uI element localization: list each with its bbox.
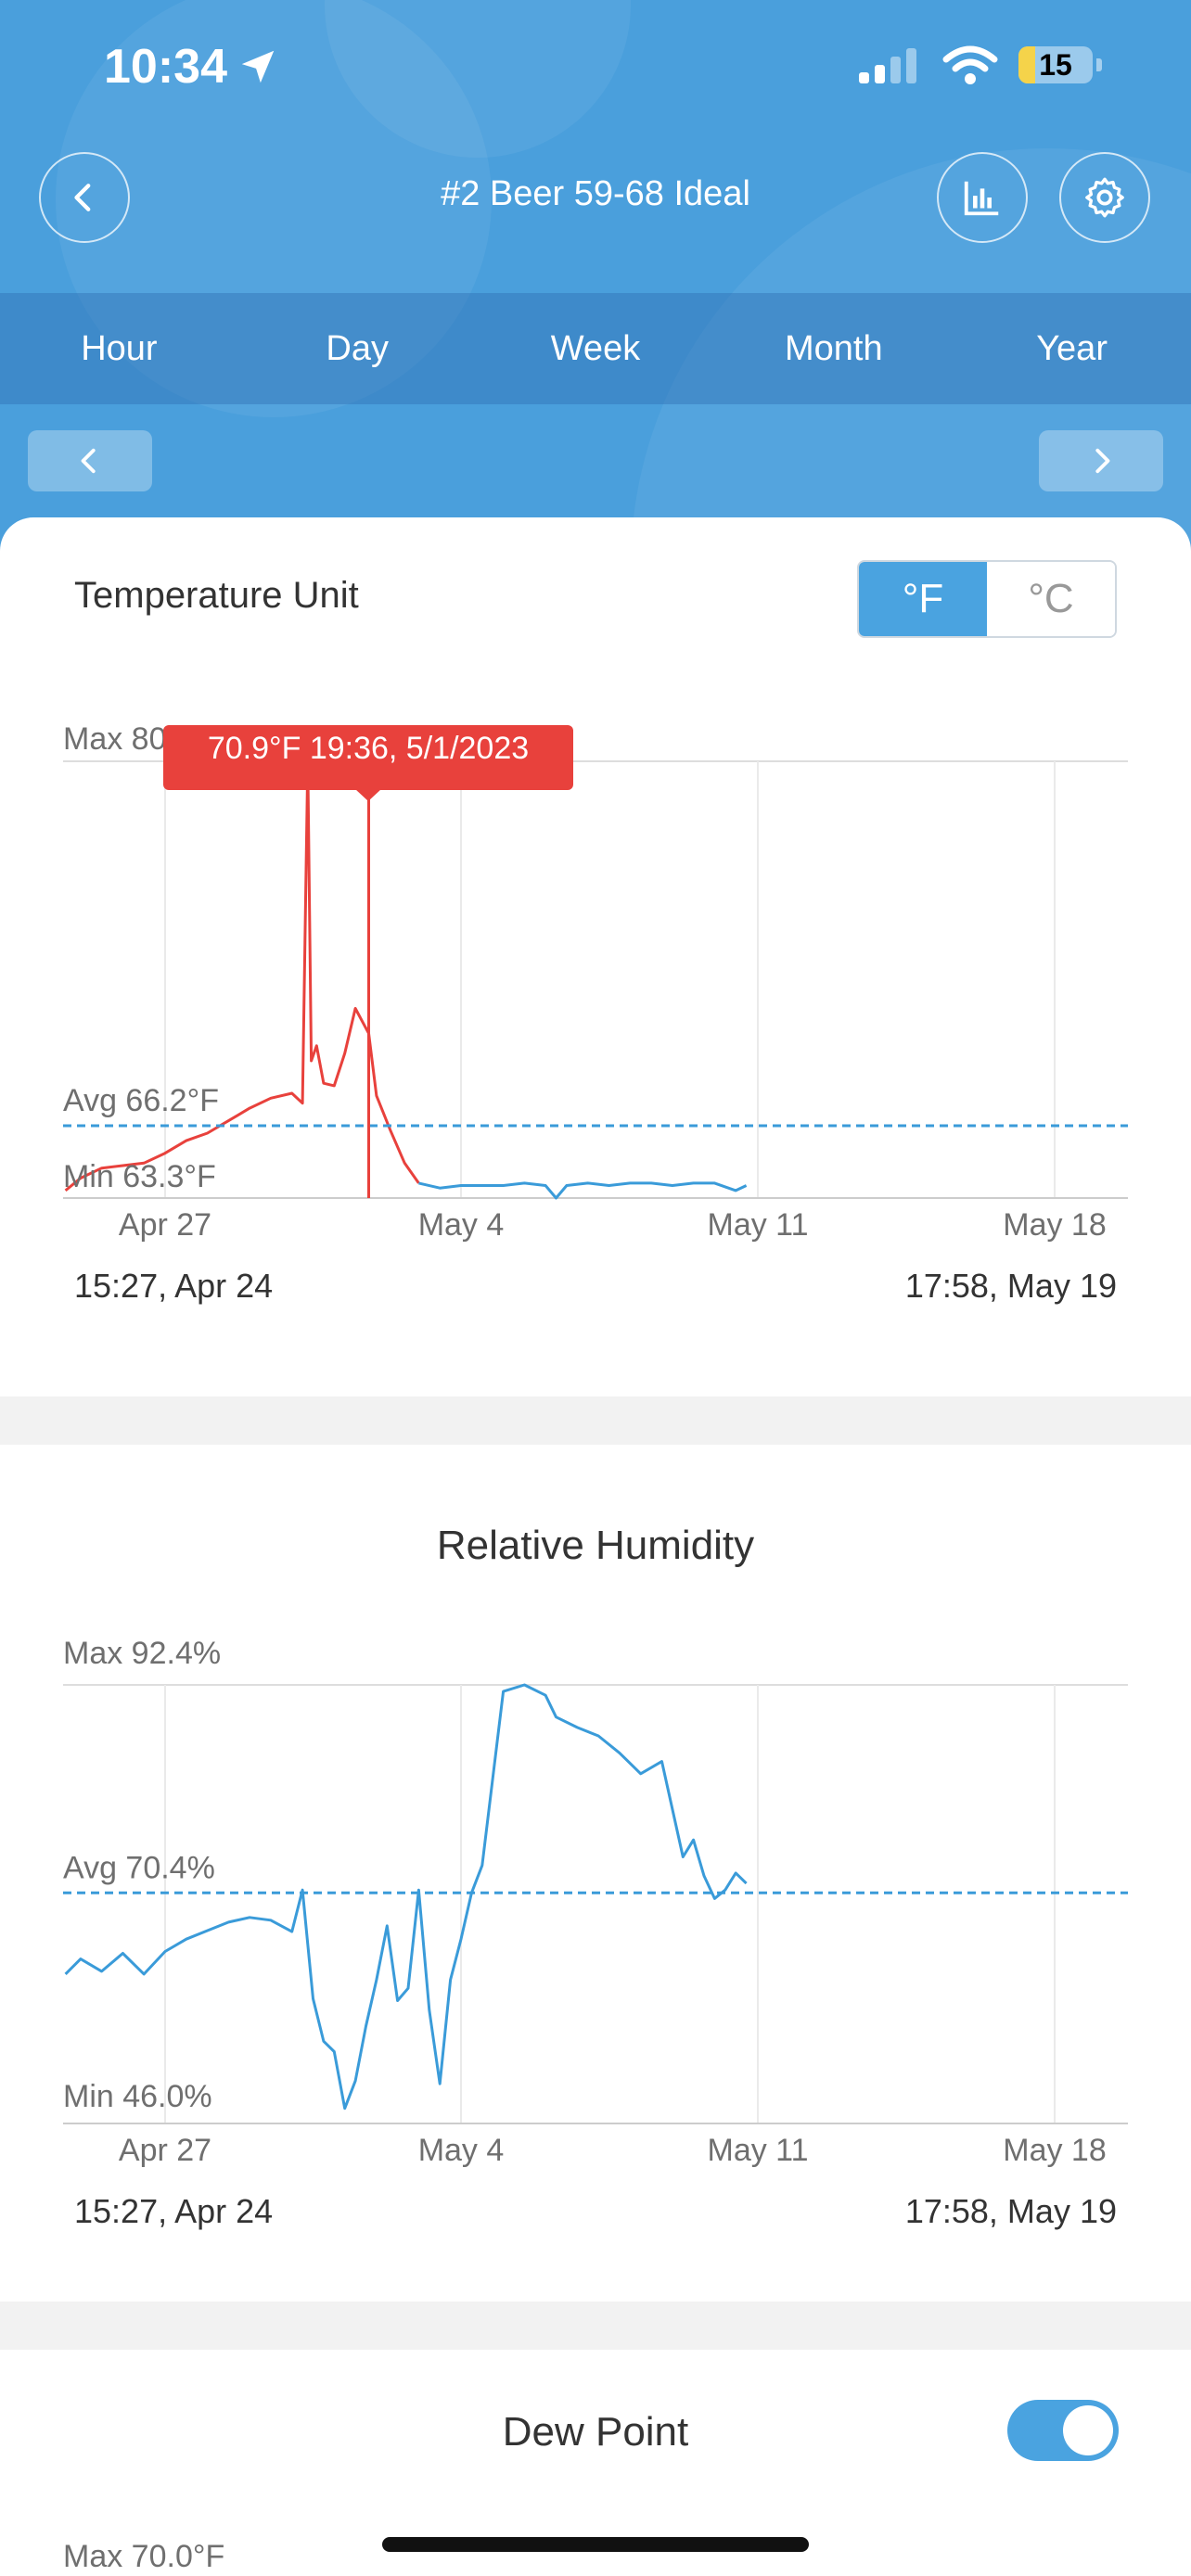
temperature-unit-label: Temperature Unit bbox=[74, 575, 359, 616]
tab-day[interactable]: Day bbox=[326, 328, 389, 368]
previous-period-button[interactable] bbox=[28, 430, 152, 491]
battery-tip bbox=[1096, 58, 1102, 71]
humidity-card: Relative Humidity Max 92.4% Avg 70.4% Mi… bbox=[0, 1445, 1191, 2302]
next-period-button[interactable] bbox=[1039, 430, 1163, 491]
x-tick-labels: Apr 27 May 4 May 11 May 18 bbox=[119, 2133, 1107, 2168]
avg-label: Avg 70.4% bbox=[63, 1850, 215, 1885]
min-label: Min 63.3°F bbox=[63, 1159, 216, 1194]
status-time-text: 10:34 bbox=[104, 40, 227, 94]
humidity-series bbox=[64, 1683, 748, 2111]
range-end-label: 17:58, May 19 bbox=[904, 1267, 1117, 1305]
location-arrow-icon bbox=[241, 50, 275, 83]
chevron-left-icon bbox=[81, 448, 96, 474]
range-start-label: 15:27, Apr 24 bbox=[74, 1267, 274, 1305]
x-tick-label: May 18 bbox=[1003, 2133, 1107, 2168]
bar-chart-icon bbox=[964, 181, 999, 216]
status-bar-icons: 15 bbox=[857, 45, 1102, 85]
max-label: Max 92.4% bbox=[63, 1636, 221, 1671]
chevron-left-icon bbox=[74, 184, 91, 211]
settings-button[interactable] bbox=[1059, 152, 1150, 243]
humidity-chart[interactable]: Max 92.4% Avg 70.4% Min 46.0% Apr 27 May … bbox=[0, 1576, 1191, 2300]
unit-fahrenheit-option[interactable]: °F bbox=[859, 562, 987, 636]
max-label: Max 70.0°F bbox=[63, 2539, 225, 2574]
gear-icon bbox=[1085, 177, 1124, 218]
dew-point-toggle[interactable] bbox=[1007, 2400, 1119, 2461]
temperature-card: Temperature Unit °F °C Max 80.8°F Avg 66… bbox=[0, 517, 1191, 1396]
time-range-tabs: Hour Day Week Month Year bbox=[0, 293, 1191, 404]
humidity-title: Relative Humidity bbox=[436, 1523, 755, 1568]
toggle-knob bbox=[1063, 2405, 1113, 2455]
x-tick-label: May 11 bbox=[708, 2133, 809, 2168]
dew-point-title: Dew Point bbox=[502, 2409, 689, 2455]
vertical-gridlines bbox=[164, 761, 1056, 1198]
page-title: #2 Beer 59-68 Ideal bbox=[441, 174, 750, 213]
tab-month[interactable]: Month bbox=[784, 328, 883, 368]
x-tick-labels: Apr 27 May 4 May 11 May 18 bbox=[119, 1207, 1107, 1243]
x-tick-label: May 11 bbox=[708, 1207, 809, 1243]
status-bar-time: 10:34 bbox=[104, 39, 279, 95]
range-start-label: 15:27, Apr 24 bbox=[74, 2192, 274, 2230]
x-tick-label: Apr 27 bbox=[119, 1207, 211, 1243]
battery-indicator: 15 bbox=[1018, 46, 1093, 83]
temperature-series bbox=[64, 759, 748, 1200]
header: 10:34 15 #2 Beer 59-68 Ideal bbox=[0, 0, 1191, 556]
temperature-unit-toggle: °F °C bbox=[857, 560, 1117, 638]
tooltip-text: 70.9°F 19:36, 5/1/2023 bbox=[208, 731, 529, 766]
chart-button[interactable] bbox=[937, 152, 1028, 243]
vertical-gridlines bbox=[164, 1685, 1056, 2123]
tab-week[interactable]: Week bbox=[550, 328, 641, 368]
series-line-1 bbox=[64, 1683, 748, 2111]
chevron-right-icon bbox=[1095, 448, 1110, 474]
x-tick-label: Apr 27 bbox=[119, 2133, 211, 2168]
min-label: Min 46.0% bbox=[63, 2079, 212, 2114]
x-tick-label: May 4 bbox=[418, 2133, 505, 2168]
battery-level: 15 bbox=[1039, 47, 1072, 82]
tab-hour[interactable]: Hour bbox=[81, 328, 158, 368]
x-tick-label: May 4 bbox=[418, 1207, 505, 1243]
temperature-chart[interactable]: Max 80.8°F Avg 66.2°F Min 63.3°F Apr 27 M… bbox=[0, 649, 1191, 1409]
home-indicator bbox=[382, 2537, 809, 2552]
series-line-1 bbox=[64, 759, 420, 1192]
unit-celsius-option[interactable]: °C bbox=[987, 562, 1115, 636]
back-button[interactable] bbox=[39, 152, 130, 243]
range-end-label: 17:58, May 19 bbox=[904, 2192, 1117, 2230]
cursor-tooltip: 70.9°F 19:36, 5/1/2023 bbox=[163, 725, 573, 801]
x-tick-label: May 18 bbox=[1003, 1207, 1107, 1243]
tab-year[interactable]: Year bbox=[1036, 328, 1108, 368]
cellular-signal-icon bbox=[859, 48, 916, 83]
avg-label: Avg 66.2°F bbox=[63, 1083, 219, 1118]
series-line-2 bbox=[418, 1181, 748, 1200]
wifi-icon bbox=[942, 45, 998, 84]
